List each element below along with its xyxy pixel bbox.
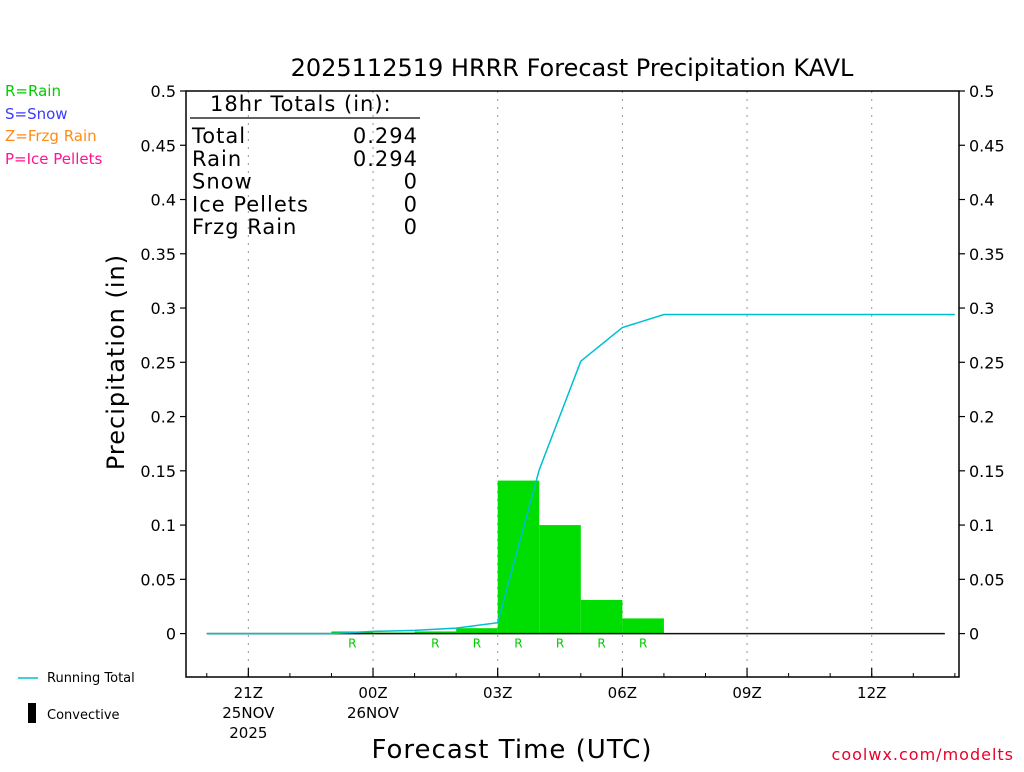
xtick-label-00Z: 00Z	[358, 684, 387, 702]
totals-value-ice-pellets: 0	[404, 192, 418, 216]
legend-rain: R=Rain	[5, 82, 61, 100]
legend-snow: S=Snow	[5, 105, 68, 123]
xtick-label-03Z: 03Z	[483, 684, 512, 702]
ytick-right-label: 0.15	[969, 462, 1005, 481]
ptype-marker-25: R	[431, 637, 439, 651]
totals-label-rain: Rain	[192, 147, 242, 171]
totals-box: 18hr Totals (in): Total 0.294 Rain 0.294 Sno…	[190, 92, 420, 239]
ytick-right-label: 0.4	[969, 191, 994, 210]
totals-value-rain: 0.294	[353, 147, 418, 171]
y-axis-right: 0.5 0.45 0.4 0.35 0.3 0.25 0.2 0.15 0.1 0.05 0	[959, 82, 1005, 644]
precip-bar-27	[497, 480, 540, 634]
x-axis-label: Forecast Time (UTC)	[371, 735, 652, 765]
ytick-right-label: 0.35	[969, 245, 1005, 264]
precip-bar-28	[539, 525, 581, 634]
ptype-marker-23: R	[348, 637, 356, 651]
ytick-left-label: 0.2	[151, 408, 176, 427]
ytick-right-label: 0.25	[969, 353, 1005, 372]
running-total-line	[206, 313, 955, 635]
ptype-marker-28: R	[556, 637, 564, 651]
ytick-right-label: 0.45	[969, 136, 1005, 155]
ptype-marker-27: R	[514, 637, 522, 651]
totals-label-snow: Snow	[192, 170, 253, 194]
ytick-left-label: 0.35	[140, 245, 176, 264]
xtick-label-06Z: 06Z	[608, 684, 637, 702]
running-total-legend-label: Running Total	[47, 671, 135, 686]
ytick-right-label: 0.05	[969, 570, 1005, 589]
precip-bar-26	[456, 628, 498, 634]
chart-title: 2025112519 HRRR Forecast Precipitation K…	[291, 54, 854, 82]
ytick-right-label: 0.2	[969, 408, 994, 427]
ptype-marker-29: R	[597, 637, 605, 651]
ytick-right-label: 0.1	[969, 516, 994, 535]
totals-label-frzg-rain: Frzg Rain	[192, 215, 297, 239]
ptype-marker-26: R	[473, 637, 481, 651]
legend-ice-pellets: P=Ice Pellets	[5, 150, 102, 168]
xtick-year-21Z: 2025	[229, 724, 267, 742]
totals-rows: Total 0.294 Rain 0.294 Snow 0 Ice Pellets 0 Frzg…	[191, 124, 418, 239]
ytick-left-label: 0.45	[140, 136, 176, 155]
ytick-left-label: 0.1	[151, 516, 176, 535]
xtick-date-21Z: 25NOV	[222, 704, 275, 722]
ytick-right-label: 0.5	[969, 82, 994, 101]
x-axis: 21Z 25NOV 2025 00Z 26NOV 03Z 06Z 09Z 12Z	[206, 668, 956, 742]
totals-value-snow: 0	[404, 170, 418, 194]
totals-label-ice-pellets: Ice Pellets	[192, 192, 309, 216]
ytick-left-label: 0.25	[140, 353, 176, 372]
plot-frame	[185, 90, 960, 678]
ytick-right-label: 0.3	[969, 299, 994, 318]
ytick-left-label: 0.5	[151, 82, 176, 101]
precip-bar-25	[414, 631, 457, 634]
xtick-date-00Z: 26NOV	[347, 704, 400, 722]
ytick-left-label: 0.4	[151, 191, 176, 210]
ytick-right-label: 0	[969, 625, 979, 644]
ytick-left-label: 0	[166, 625, 176, 644]
ytick-left-label: 0.15	[140, 462, 176, 481]
ytick-left-label: 0.05	[140, 570, 176, 589]
y-axis-label: Precipitation (in)	[102, 254, 130, 470]
watermark: coolwx.com/modelts	[832, 745, 1014, 764]
convective-legend-label: Convective	[47, 708, 120, 723]
legend-frzg-rain: Z=Frzg Rain	[5, 127, 97, 145]
xtick-label-09Z: 09Z	[732, 684, 761, 702]
xtick-label-12Z: 12Z	[857, 684, 886, 702]
ytick-left-label: 0.3	[151, 299, 176, 318]
totals-value-total: 0.294	[353, 124, 418, 148]
running-total-polyline	[206, 313, 955, 635]
precip-bar-30	[622, 618, 664, 634]
precip-bar-29	[580, 599, 623, 634]
totals-label-total: Total	[191, 124, 246, 148]
xtick-label-21Z: 21Z	[234, 684, 263, 702]
ptype-marker-30: R	[639, 637, 647, 651]
convective-legend-swatch	[28, 703, 36, 723]
y-axis-left: 0.5 0.45 0.4 0.35 0.3 0.25 0.2 0.15 0.1 0.05 0	[140, 82, 186, 644]
totals-header: 18hr Totals (in):	[210, 92, 392, 116]
totals-value-frzg-rain: 0	[404, 215, 418, 239]
precip-bars	[331, 480, 664, 634]
